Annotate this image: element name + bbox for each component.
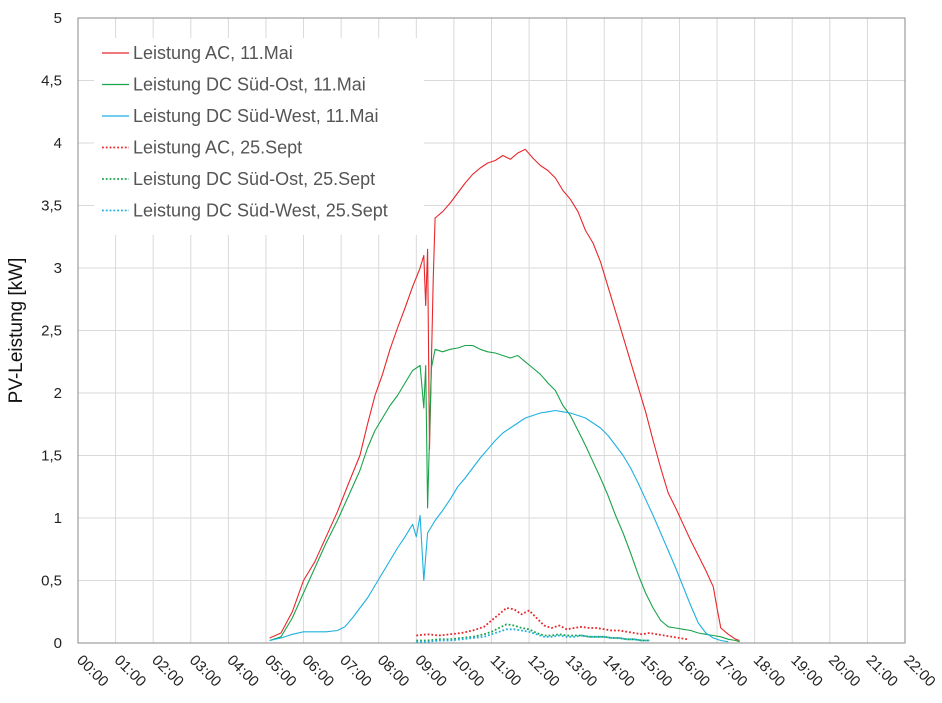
series-line	[416, 607, 688, 641]
y-tick-label: 2,5	[41, 323, 62, 340]
y-tick-label: 2	[54, 385, 62, 402]
y-axis-ticks: 0 0,5 1 1,5 2 2,5 3 3,5 4 4,5 5	[41, 10, 62, 652]
y-tick-label: 0,5	[41, 573, 62, 590]
y-tick-label: 0	[54, 635, 62, 652]
series-line	[269, 409, 729, 643]
legend-label: Leistung AC, 11.Mai	[133, 43, 293, 63]
series-line	[269, 344, 740, 643]
legend-box	[94, 38, 424, 235]
series-line	[416, 628, 650, 643]
y-tick-label: 3	[54, 260, 62, 277]
series-line	[269, 148, 740, 642]
legend-label: Leistung AC, 25.Sept	[133, 138, 302, 158]
legend-label: Leistung DC Süd-Ost, 11.Mai	[133, 75, 366, 95]
legend-label: Leistung DC Süd-West, 11.Mai	[133, 106, 378, 126]
y-tick-label: 3,5	[41, 198, 62, 215]
legend-label: Leistung DC Süd-West, 25.Sept	[133, 201, 388, 221]
y-tick-label: 4,5	[41, 73, 62, 90]
plot-area-frame	[77, 17, 906, 644]
y-axis-title: PV-Leistung [kW]	[6, 258, 27, 404]
y-tick-label: 1	[54, 510, 62, 527]
legend-label: Leistung DC Süd-Ost, 25.Sept	[133, 169, 375, 189]
legend: Leistung AC, 11.Mai Leistung DC Süd-Ost, …	[94, 38, 424, 235]
y-tick-label: 4	[54, 135, 62, 152]
series-line	[416, 623, 650, 642]
y-tick-label: 5	[54, 10, 62, 27]
series-lines	[269, 148, 740, 643]
y-tick-label: 1,5	[41, 448, 62, 465]
